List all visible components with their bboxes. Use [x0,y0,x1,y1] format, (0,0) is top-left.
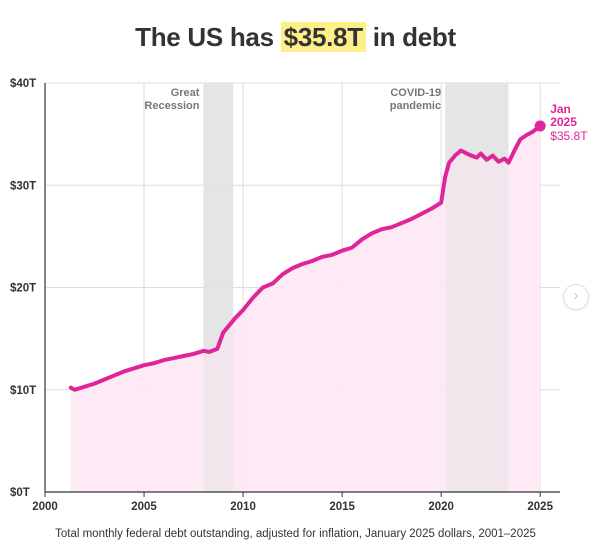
y-tick-label: $10T [10,385,36,397]
shaded-period-label: COVID-19 [390,87,441,99]
series-area [70,125,541,492]
x-tick-label: 2025 [527,501,553,513]
x-tick-label: 2015 [329,501,355,513]
y-tick-label: $0T [10,487,30,499]
shaded-period-overlay [203,83,234,492]
end-label: 2025 [550,115,577,129]
x-tick-label: 2000 [32,501,58,513]
shaded-period-overlay [445,83,509,492]
x-tick-label: 2010 [230,501,256,513]
x-tick-label: 2005 [131,501,157,513]
end-point [534,120,546,132]
chart-caption: Total monthly federal debt outstanding, … [55,528,536,540]
shaded-period-label: Recession [144,100,199,112]
end-label: Jan [550,102,571,116]
title-suffix: in debt [365,22,456,52]
series-line [68,123,543,392]
y-tick-label: $30T [10,180,36,192]
shaded-period-label: pandemic [390,100,441,112]
end-label-value: $35.8T [550,129,588,143]
y-tick-label: $20T [10,283,36,295]
y-tick-label: $40T [10,78,36,90]
title-highlight: $35.8T [280,22,366,52]
next-button[interactable]: › [563,284,589,310]
x-tick-label: 2020 [428,501,454,513]
title-prefix: The US has [135,22,281,52]
chart-title: The US has $35.8T in debt [0,22,591,53]
shaded-period-label: Great [171,87,200,99]
chevron-right-icon: › [573,287,579,304]
